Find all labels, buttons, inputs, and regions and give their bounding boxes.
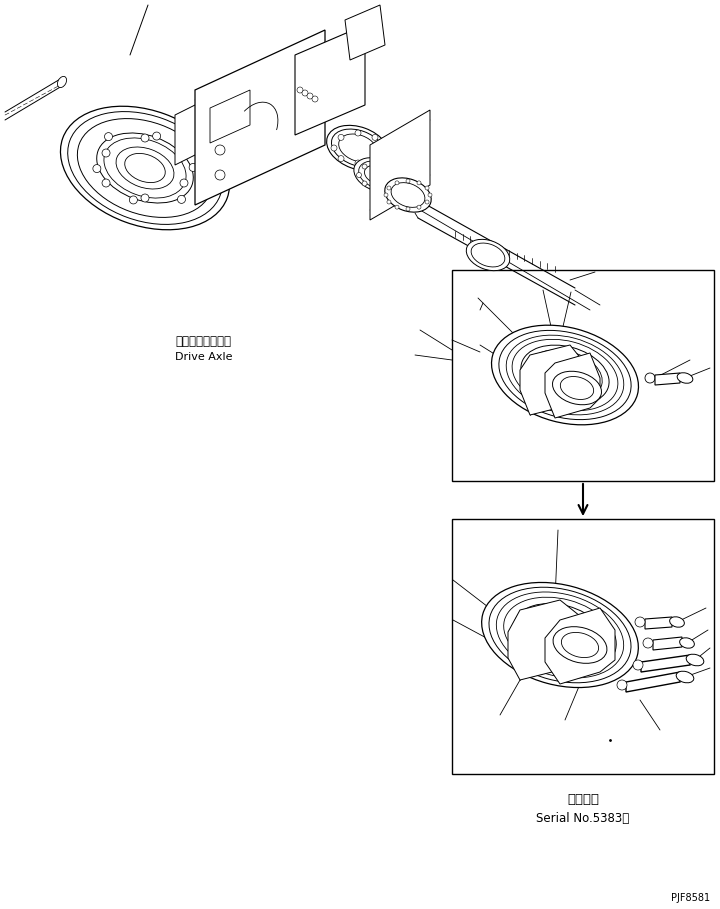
Polygon shape [520, 345, 590, 415]
Ellipse shape [376, 185, 380, 189]
Ellipse shape [633, 660, 643, 670]
Ellipse shape [617, 680, 627, 690]
Polygon shape [641, 655, 690, 672]
Ellipse shape [58, 76, 66, 87]
Ellipse shape [141, 134, 149, 142]
Ellipse shape [387, 200, 391, 204]
Ellipse shape [215, 145, 225, 155]
Ellipse shape [417, 181, 421, 185]
Ellipse shape [395, 173, 400, 177]
Text: Serial No.5383～: Serial No.5383～ [536, 812, 629, 825]
Ellipse shape [307, 93, 313, 99]
Ellipse shape [680, 638, 694, 648]
Ellipse shape [141, 194, 149, 202]
Ellipse shape [338, 155, 344, 162]
Text: ドライブアクスル: ドライブアクスル [175, 335, 231, 348]
Ellipse shape [492, 325, 639, 425]
Ellipse shape [180, 179, 188, 187]
Ellipse shape [387, 186, 391, 190]
Ellipse shape [130, 196, 138, 204]
Bar [452, 519, 714, 774]
Ellipse shape [372, 155, 378, 162]
Ellipse shape [467, 239, 510, 271]
Ellipse shape [180, 149, 188, 157]
Ellipse shape [384, 178, 431, 212]
Polygon shape [653, 637, 682, 650]
Ellipse shape [356, 173, 361, 177]
Ellipse shape [406, 179, 410, 183]
Ellipse shape [327, 125, 390, 171]
Text: 適用号機: 適用号機 [567, 793, 599, 806]
Ellipse shape [331, 145, 337, 151]
Polygon shape [195, 30, 325, 205]
Ellipse shape [354, 157, 402, 193]
Ellipse shape [643, 638, 653, 648]
Ellipse shape [102, 149, 110, 157]
Polygon shape [626, 672, 680, 692]
Ellipse shape [362, 164, 367, 169]
Ellipse shape [312, 96, 318, 102]
Ellipse shape [372, 135, 378, 140]
Ellipse shape [428, 193, 432, 197]
Text: Drive Axle: Drive Axle [175, 352, 233, 362]
Ellipse shape [376, 161, 380, 165]
Ellipse shape [355, 160, 361, 166]
Polygon shape [508, 600, 585, 680]
Ellipse shape [389, 164, 394, 169]
Ellipse shape [60, 106, 230, 230]
Ellipse shape [178, 195, 186, 204]
Ellipse shape [513, 604, 606, 666]
Ellipse shape [379, 145, 385, 151]
Ellipse shape [645, 373, 655, 383]
Ellipse shape [389, 181, 394, 186]
Ellipse shape [189, 164, 197, 172]
Polygon shape [545, 353, 600, 418]
Ellipse shape [670, 617, 684, 627]
Ellipse shape [104, 133, 112, 141]
Ellipse shape [395, 181, 399, 185]
Ellipse shape [676, 671, 694, 683]
Ellipse shape [552, 371, 601, 405]
Ellipse shape [96, 133, 193, 203]
Polygon shape [545, 608, 615, 684]
Ellipse shape [302, 90, 308, 96]
Ellipse shape [482, 583, 639, 687]
Ellipse shape [425, 186, 429, 190]
Ellipse shape [93, 165, 101, 173]
Ellipse shape [355, 130, 361, 136]
Text: PJF8581: PJF8581 [671, 893, 710, 903]
Ellipse shape [406, 207, 410, 211]
Ellipse shape [417, 205, 421, 209]
Polygon shape [345, 5, 385, 60]
Ellipse shape [362, 181, 367, 186]
Polygon shape [655, 373, 680, 385]
Ellipse shape [338, 135, 344, 140]
Ellipse shape [215, 170, 225, 180]
Ellipse shape [384, 193, 388, 197]
Polygon shape [645, 617, 672, 629]
Ellipse shape [395, 205, 399, 209]
Polygon shape [295, 25, 365, 135]
Ellipse shape [425, 200, 429, 204]
Ellipse shape [102, 179, 110, 187]
Ellipse shape [553, 626, 607, 664]
Ellipse shape [153, 132, 161, 140]
Polygon shape [210, 90, 250, 143]
Ellipse shape [686, 654, 704, 665]
Ellipse shape [521, 345, 609, 405]
Ellipse shape [297, 87, 303, 93]
Ellipse shape [635, 617, 645, 627]
Bar [452, 270, 714, 481]
Ellipse shape [678, 373, 693, 384]
Polygon shape [370, 110, 430, 220]
Polygon shape [175, 95, 215, 165]
